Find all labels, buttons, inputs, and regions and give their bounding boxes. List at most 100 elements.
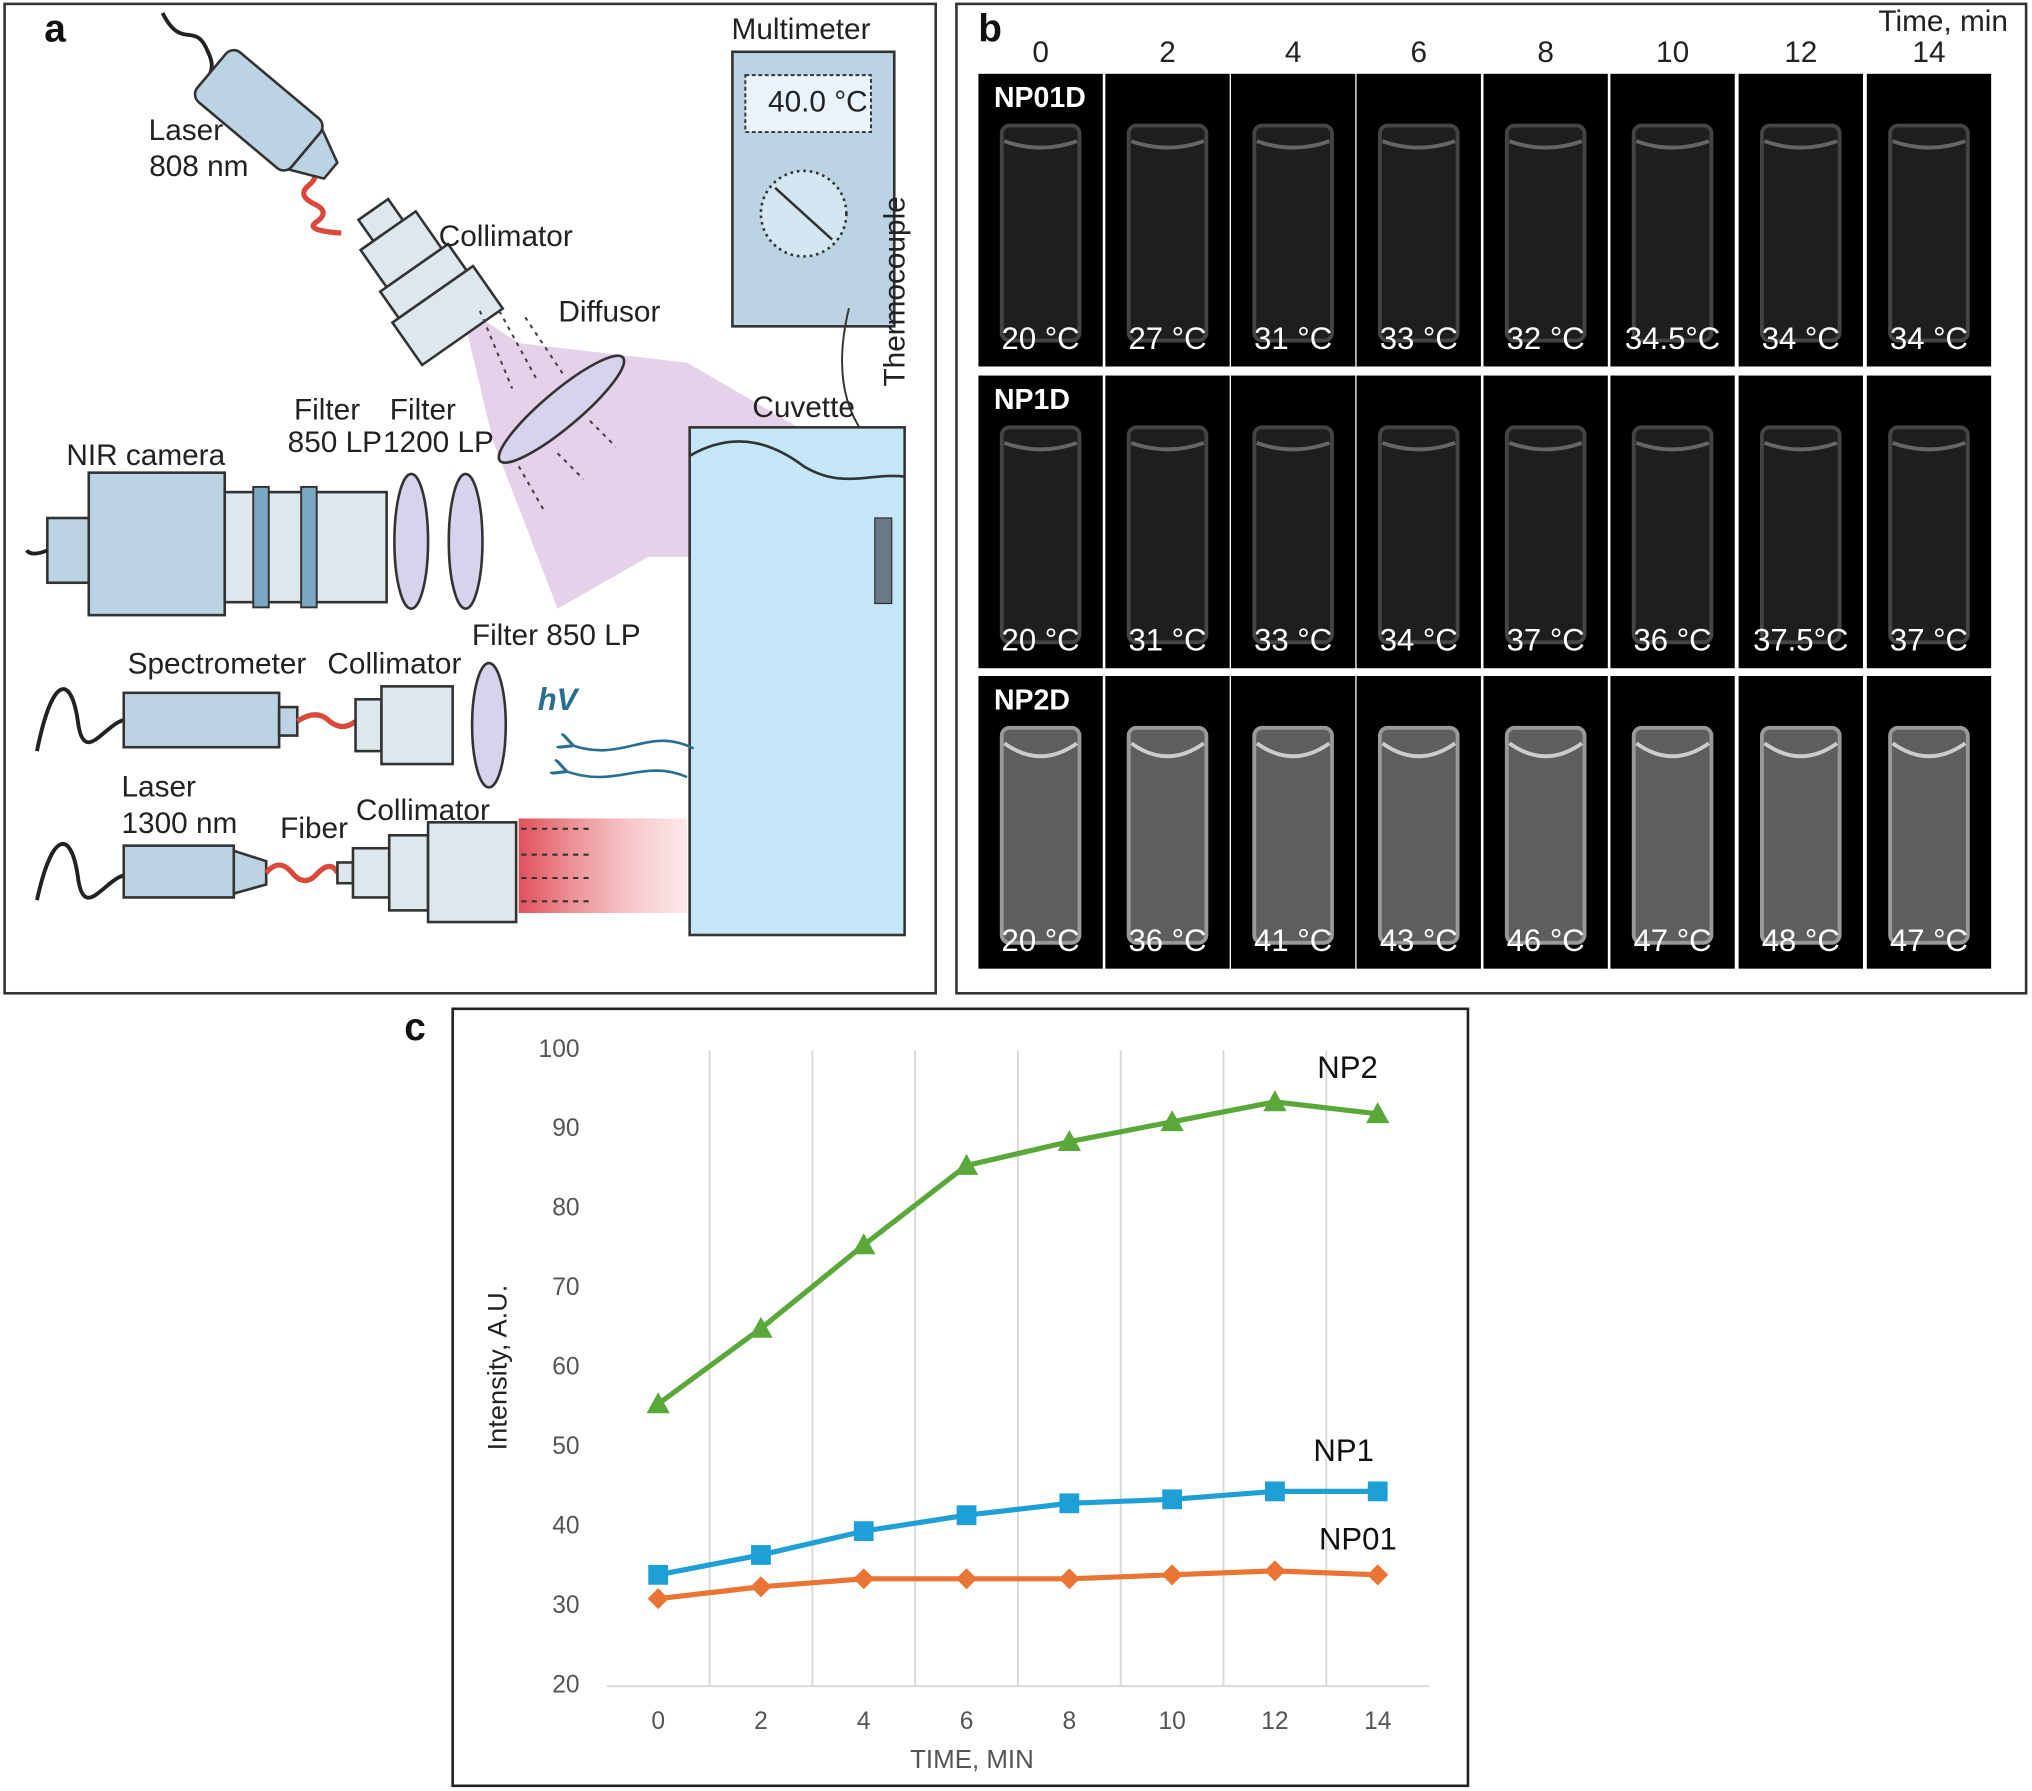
nir-camera	[87, 471, 227, 617]
data-point	[956, 1505, 977, 1526]
temperature: 36 °C	[1634, 623, 1712, 658]
probe	[874, 517, 893, 605]
cuvette-image	[1252, 725, 1334, 945]
meniscus	[1635, 139, 1710, 150]
display	[744, 74, 872, 134]
label: Thermocouple	[879, 196, 912, 386]
label: Fiber	[280, 812, 348, 845]
label: Collimator	[439, 220, 573, 253]
cuvette	[688, 426, 906, 937]
meniscus	[1892, 441, 1966, 452]
time-label: 2	[1159, 36, 1176, 69]
x-tick-label: 8	[1062, 1708, 1076, 1735]
meniscus	[1130, 741, 1205, 759]
data-point	[1367, 1481, 1388, 1502]
cuvette-image	[1252, 425, 1334, 645]
label: 1300 nm	[122, 807, 238, 840]
time-label: 6	[1410, 36, 1427, 69]
x-tick-label: 10	[1158, 1708, 1185, 1735]
label: Filter	[294, 394, 360, 427]
temperature: 46 °C	[1507, 923, 1585, 958]
meniscus	[1508, 139, 1583, 150]
meniscus	[1891, 741, 1967, 759]
meniscus	[1130, 441, 1205, 452]
filter	[470, 661, 508, 789]
cuvette-image	[1377, 425, 1460, 645]
y-tick-label: 100	[539, 1036, 580, 1063]
spectrometer	[122, 691, 281, 749]
label: hV	[538, 682, 580, 717]
data-point	[1058, 1568, 1080, 1590]
data-point	[1057, 1130, 1081, 1151]
temperature: 33 °C	[1254, 623, 1332, 658]
series-label: NP2	[1317, 1050, 1377, 1085]
meniscus	[1763, 441, 1838, 452]
y-tick-label: 70	[552, 1274, 579, 1301]
row-label: NP1D	[994, 384, 1070, 416]
panel-label: a	[44, 7, 66, 50]
beam-arrows	[521, 827, 590, 903]
y-tick-label: 40	[552, 1513, 579, 1540]
spectrometer-port	[277, 705, 299, 737]
time-label: 0	[1032, 36, 1049, 69]
x-axis-title: TIME, MIN	[910, 1746, 1034, 1774]
meniscus	[1635, 441, 1710, 452]
y-tick-label: 50	[552, 1433, 579, 1460]
label: Filter 850 LP	[472, 619, 641, 652]
collimator	[354, 698, 383, 753]
lens-ring	[252, 485, 270, 609]
filter	[393, 472, 430, 610]
y-tick-label: 60	[552, 1354, 579, 1381]
meniscus	[1763, 741, 1839, 759]
label: NIR camera	[66, 439, 225, 472]
meniscus	[1508, 441, 1583, 452]
series-label: NP1	[1313, 1433, 1373, 1468]
cuvette-image	[1504, 425, 1587, 645]
time-label: 10	[1656, 36, 1689, 69]
label: Collimator	[356, 794, 490, 827]
collimator	[380, 685, 454, 766]
emission-arrow	[564, 771, 688, 779]
diffusor	[497, 354, 626, 464]
temperature: 33 °C	[1380, 321, 1458, 356]
cuvette-image	[1377, 725, 1460, 945]
temperature: 47 °C	[1634, 923, 1712, 958]
cuvette-image	[1126, 425, 1209, 645]
laser-beam	[518, 818, 688, 913]
cuvette-image	[1888, 425, 1970, 645]
label: 1200 LP	[383, 426, 494, 459]
data-point	[1264, 1560, 1286, 1582]
dial-needle	[774, 186, 833, 241]
temperature: 31 °C	[1254, 321, 1332, 356]
data-point	[749, 1316, 773, 1338]
temperature: 34 °C	[1380, 623, 1458, 658]
data-point	[1263, 1090, 1287, 1112]
meniscus	[1892, 139, 1966, 150]
x-tick-label: 14	[1364, 1708, 1391, 1735]
label: Spectrometer	[128, 647, 307, 680]
collimator	[336, 861, 355, 885]
panel-label: b	[978, 7, 1002, 50]
label: Collimator	[327, 647, 461, 680]
y-axis-title: Intensity, A.U.	[481, 1285, 512, 1451]
cable	[35, 687, 125, 752]
data-point	[852, 1233, 876, 1255]
temperature: 27 °C	[1128, 321, 1206, 356]
x-tick-label: 0	[651, 1708, 665, 1735]
temperature: 48 °C	[1762, 923, 1840, 958]
meniscus	[1130, 139, 1205, 150]
cuvette-image	[1759, 725, 1842, 945]
x-tick-label: 6	[960, 1708, 974, 1735]
cuvette-image	[1759, 123, 1842, 343]
fiber	[295, 712, 358, 730]
x-tick-label: 4	[857, 1708, 871, 1735]
time-label: 12	[1784, 36, 1817, 69]
cable	[35, 842, 125, 901]
laser-tip	[232, 849, 268, 896]
temperature: 20 °C	[1002, 321, 1080, 356]
meniscus	[1003, 741, 1078, 759]
collimator-808	[356, 197, 505, 367]
temperature: 47 °C	[1890, 923, 1968, 958]
meniscus	[1381, 441, 1456, 452]
